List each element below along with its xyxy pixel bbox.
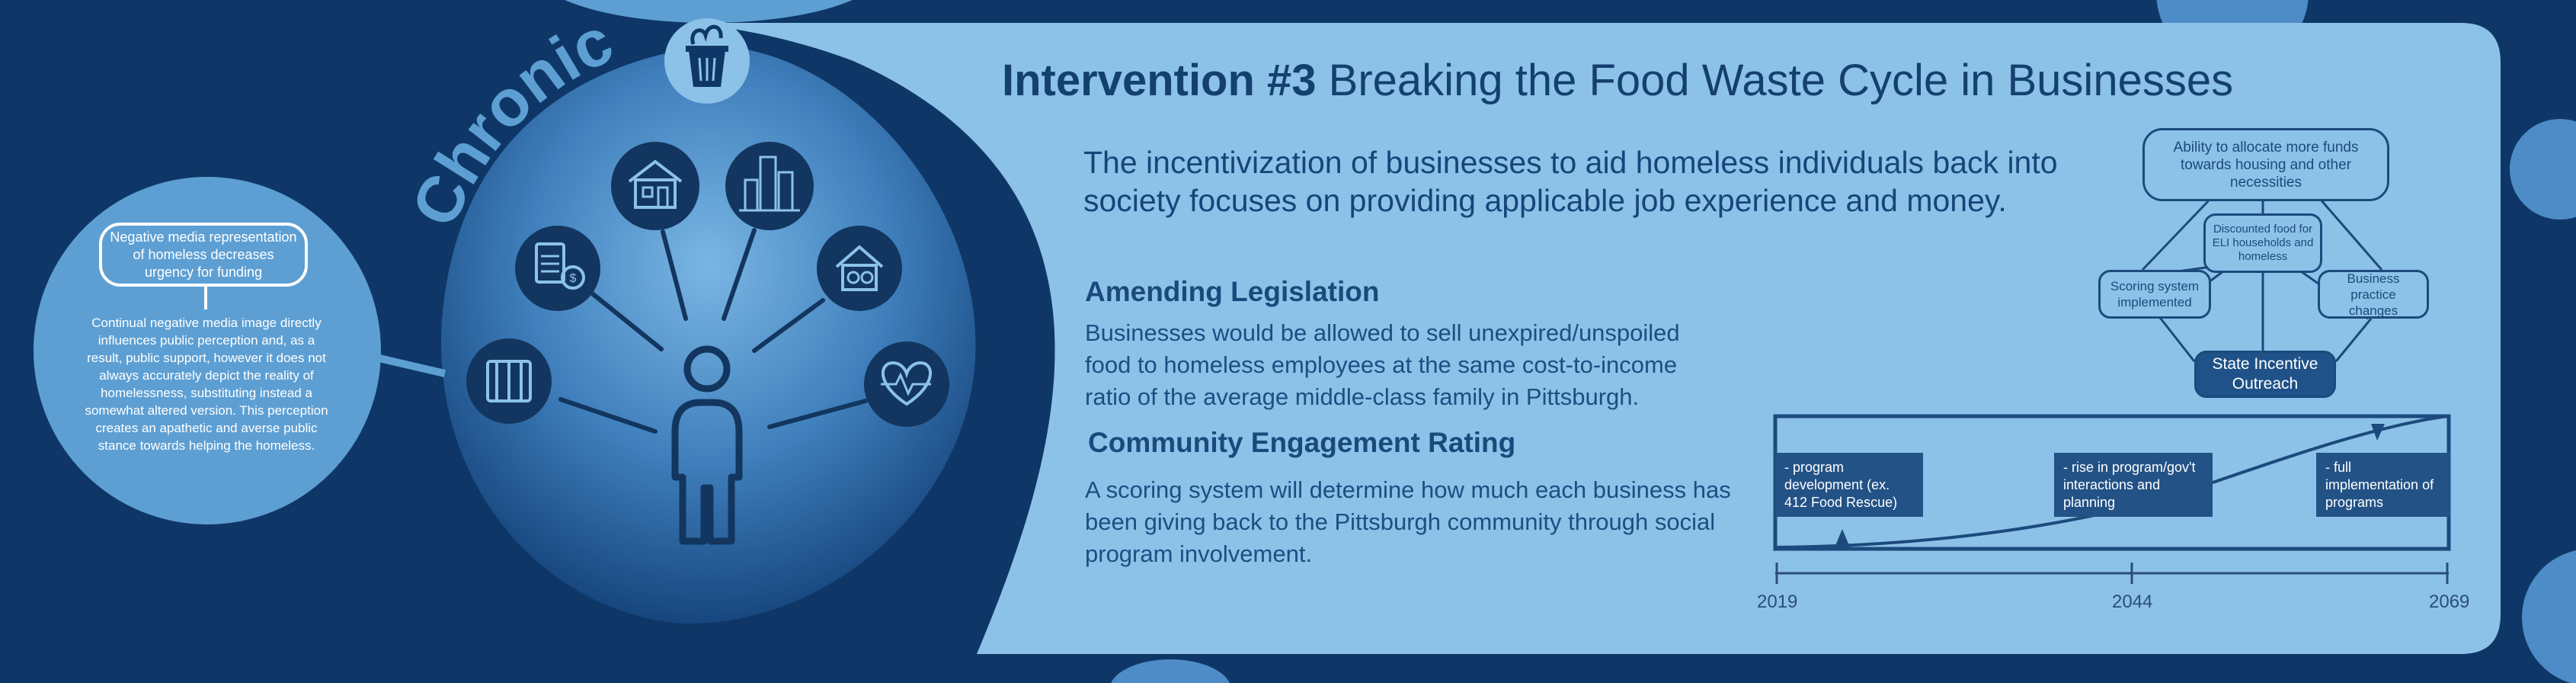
timeline-phase-1: - program development (ex. 412 Food Resc… [1775, 453, 1923, 517]
timeline-marker-1 [1835, 529, 1850, 547]
chronic-bulb [440, 46, 976, 624]
section-heading-legislation: Amending Legislation [1085, 276, 1380, 307]
intro-text: The incentivization of businesses to aid… [1083, 145, 2058, 218]
main-panel [686, 23, 2501, 654]
icon-spokes [558, 228, 868, 434]
deco-bottom-right-circle [2522, 550, 2576, 683]
trash-bin-icon [664, 18, 750, 104]
timeline-year-end: 2069 [2429, 592, 2470, 612]
svg-text:$: $ [570, 272, 577, 285]
title-rest: Breaking the Food Waste Cycle in Busines… [1328, 56, 2234, 105]
diagram-box-scoring: Scoring system implemented [2098, 270, 2211, 319]
heartbeat-icon [864, 342, 949, 427]
section-body-legislation: Businesses would be allowed to sell unex… [1085, 319, 1680, 410]
diagram-box-state: State Incentive Outreach [2194, 351, 2336, 398]
page-title: Intervention #3 Breaking the Food Waste … [1002, 55, 2233, 106]
section-heading-engagement: Community Engagement Rating [1088, 427, 1516, 458]
timeline-year-start: 2019 [1757, 592, 1798, 612]
diagram-box-funds: Ability to allocate more funds towards h… [2142, 128, 2389, 201]
diagram-box-business: Business practice changes [2318, 270, 2429, 319]
deco-right-circle [2510, 119, 2576, 220]
timeline-phase-3: - full implementation of programs [2316, 453, 2450, 517]
diagram-box-food: Discounted food for ELI households and h… [2203, 213, 2322, 273]
timeline-year-mid: 2044 [2112, 592, 2153, 612]
timeline-phase-2: - rise in program/gov't interactions and… [2054, 453, 2213, 517]
media-body: Continual negative media image directly … [85, 316, 328, 453]
finance-document-icon: $ [515, 226, 600, 311]
jail-icon [466, 338, 552, 424]
timeline-marker-3 [2371, 424, 2385, 441]
media-box: Negative media representation of homeles… [99, 223, 308, 287]
title-bold: Intervention #3 [1002, 56, 1317, 105]
city-buildings-icon [725, 142, 814, 230]
deco-bottom-circle [1111, 659, 1230, 683]
media-circle [34, 177, 381, 524]
circle-to-bulb-line [378, 354, 446, 377]
medical-house-icon [817, 226, 902, 311]
section-body-engagement: A scoring system will determine how much… [1085, 476, 1731, 567]
deco-top-blob [565, 0, 853, 23]
person-icon [671, 345, 743, 545]
house-icon [611, 142, 699, 230]
